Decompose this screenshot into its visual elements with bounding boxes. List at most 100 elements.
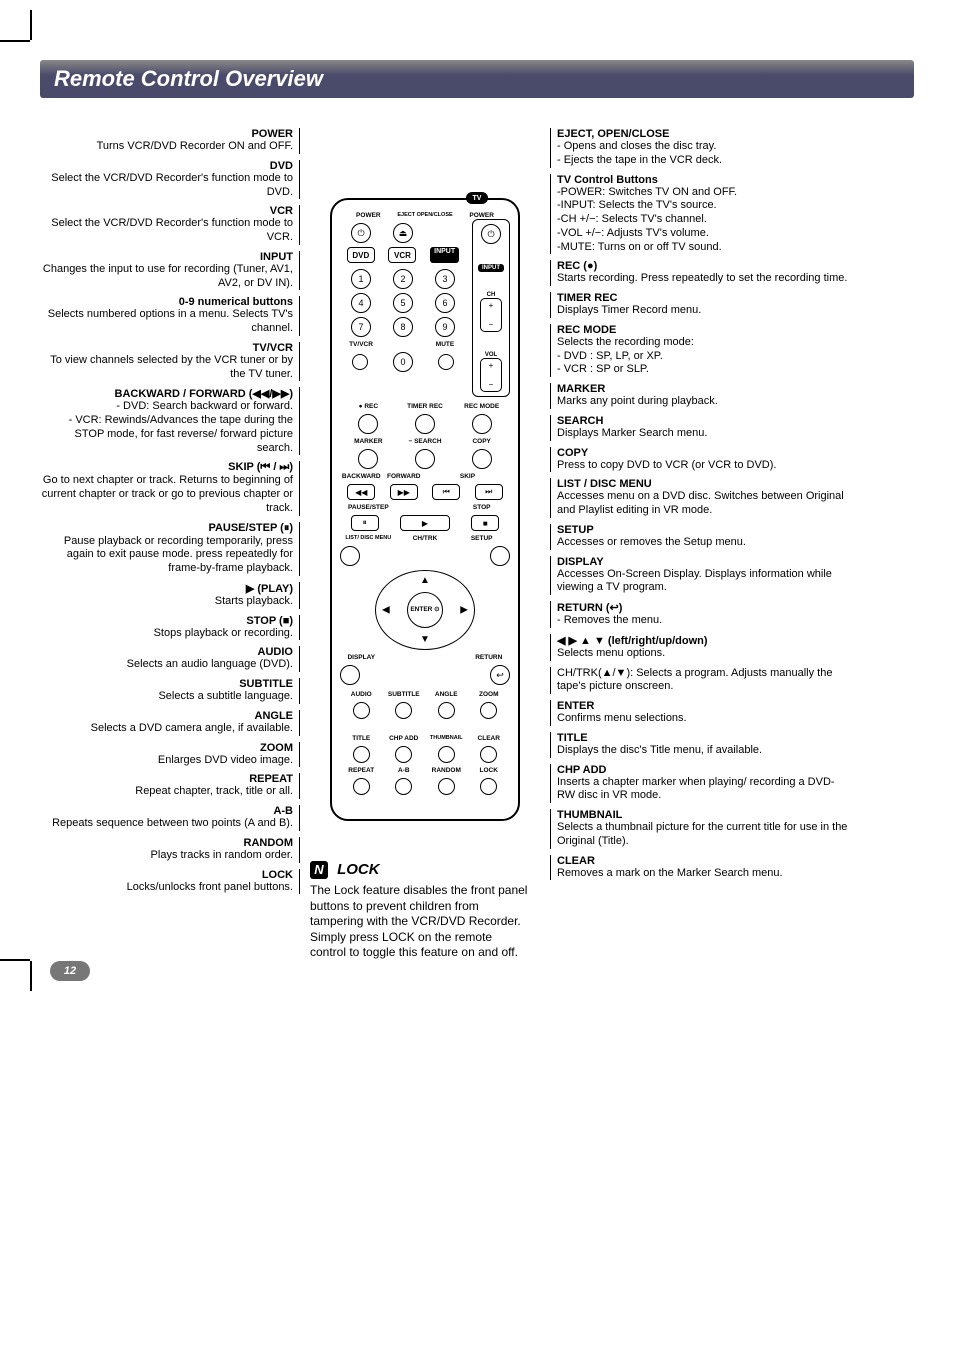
right-entry: REC (●)Starts recording. Press repeatedl… xyxy=(550,260,850,286)
right-entry: REC MODESelects the recording mode:- DVD… xyxy=(550,324,850,377)
entry-heading: SUBTITLE xyxy=(40,678,293,690)
angle-button xyxy=(438,702,455,719)
entry-heading: REPEAT xyxy=(40,773,293,785)
lock-button xyxy=(480,778,497,795)
entry-heading: VCR xyxy=(40,205,293,217)
label: SUBTITLE xyxy=(383,691,426,698)
right-entry: COPYPress to copy DVD to VCR (or VCR to … xyxy=(550,447,850,473)
right-entry: THUMBNAILSelects a thumbnail picture for… xyxy=(550,809,850,849)
right-entry: SETUPAccesses or removes the Setup menu. xyxy=(550,524,850,550)
tv-control-frame: ⏻ INPUT CH +− VOL +− xyxy=(472,219,510,397)
entry-heading: LOCK xyxy=(40,869,293,881)
entry-heading: COPY xyxy=(557,447,850,459)
entry-heading: POWER xyxy=(40,128,293,140)
eject-button: ⏏ xyxy=(393,223,413,243)
left-entry: REPEATRepeat chapter, track, title or al… xyxy=(40,773,300,799)
label: EJECT OPEN/CLOSE xyxy=(397,212,454,219)
label: TITLE xyxy=(340,735,383,742)
num-7: 7 xyxy=(351,317,371,337)
label: COPY xyxy=(453,438,510,445)
crop-mark xyxy=(30,961,32,991)
entry-desc: CH/TRK(▲/▼): Selects a program. Adjusts … xyxy=(557,667,850,695)
left-entry: BACKWARD / FORWARD (◀◀/▶▶)- DVD: Search … xyxy=(40,387,300,455)
num-8: 8 xyxy=(393,317,413,337)
label: REC MODE xyxy=(453,403,510,410)
enter-button: ENTER ⊙ xyxy=(407,592,443,628)
random-button xyxy=(438,778,455,795)
forward-button: ▶▶ xyxy=(390,484,418,500)
entry-desc: Selects a DVD camera angle, if available… xyxy=(40,722,293,736)
mute-button xyxy=(438,354,454,370)
right-entry: CH/TRK(▲/▼): Selects a program. Adjusts … xyxy=(550,667,850,695)
center-column: TV POWER EJECT OPEN/CLOSE POWER ⏻ ⏏ DVD … xyxy=(310,118,540,961)
entry-desc: Displays Timer Record menu. xyxy=(557,304,850,318)
entry-desc: -POWER: Switches TV ON and OFF.-INPUT: S… xyxy=(557,186,850,255)
left-entry: POWERTurns VCR/DVD Recorder ON and OFF. xyxy=(40,128,300,154)
right-entry: TITLEDisplays the disc's Title menu, if … xyxy=(550,732,850,758)
entry-desc: Starts recording. Press repeatedly to se… xyxy=(557,272,850,286)
clear-button xyxy=(480,746,497,763)
entry-desc: Repeat chapter, track, title or all. xyxy=(40,785,293,799)
label: ZOOM xyxy=(468,691,511,698)
left-arrow-icon: ◀ xyxy=(382,605,390,616)
entry-heading: LIST / DISC MENU xyxy=(557,478,850,490)
entry-heading: STOP (■) xyxy=(40,615,293,627)
num-5: 5 xyxy=(393,293,413,313)
left-entry: 0-9 numerical buttonsSelects numbered op… xyxy=(40,296,300,336)
marker-button xyxy=(358,449,378,469)
label: MARKER xyxy=(340,438,397,445)
entry-heading: PAUSE/STEP (⏸) xyxy=(40,522,293,535)
entry-heading: 0-9 numerical buttons xyxy=(40,296,293,308)
entry-heading: ▶ (PLAY) xyxy=(40,582,293,595)
entry-desc: Selects the recording mode:- DVD : SP, L… xyxy=(557,336,850,377)
entry-heading: AUDIO xyxy=(40,646,293,658)
label: DISPLAY xyxy=(340,654,383,661)
label: TIMER REC xyxy=(397,403,454,410)
crop-mark xyxy=(0,40,30,42)
entry-desc: Selects an audio language (DVD). xyxy=(40,658,293,672)
entry-heading: MARKER xyxy=(557,383,850,395)
label: − SEARCH xyxy=(397,438,454,445)
entry-desc: Select the VCR/DVD Recorder's function m… xyxy=(40,217,293,245)
entry-desc: Select the VCR/DVD Recorder's function m… xyxy=(40,172,293,200)
entry-desc: To view channels selected by the VCR tun… xyxy=(40,354,293,382)
num-9: 9 xyxy=(435,317,455,337)
subtitle-button xyxy=(395,702,412,719)
label: MUTE xyxy=(424,341,466,348)
lock-note-body: The Lock feature disables the front pane… xyxy=(310,883,530,961)
label: RANDOM xyxy=(425,767,468,774)
entry-desc: Stops playback or recording. xyxy=(40,627,293,641)
num-2: 2 xyxy=(393,269,413,289)
display-button xyxy=(340,665,360,685)
entry-heading: CHP ADD xyxy=(557,764,850,776)
up-arrow-icon: ▲ xyxy=(420,575,430,586)
tv-power-button: ⏻ xyxy=(481,224,501,244)
tvvr-button xyxy=(352,354,368,370)
entry-desc: Removes a mark on the Marker Search menu… xyxy=(557,867,850,881)
label: POWER xyxy=(340,212,397,219)
entry-heading: TITLE xyxy=(557,732,850,744)
entry-heading: BACKWARD / FORWARD (◀◀/▶▶) xyxy=(40,387,293,400)
entry-desc: - Removes the menu. xyxy=(557,614,850,628)
entry-desc: Confirms menu selections. xyxy=(557,712,850,726)
right-entry: ENTERConfirms menu selections. xyxy=(550,700,850,726)
crop-mark xyxy=(0,959,30,961)
left-entry: VCRSelect the VCR/DVD Recorder's functio… xyxy=(40,205,300,245)
note-icon: N xyxy=(310,861,328,879)
entry-desc: Selects a subtitle language. xyxy=(40,690,293,704)
right-entry: CLEARRemoves a mark on the Marker Search… xyxy=(550,855,850,881)
label: CH/TRK xyxy=(397,535,454,542)
play-button: ▶ xyxy=(400,515,450,531)
dpad: ENTER ⊙ ▲ ▼ ◀ ▶ xyxy=(375,570,475,650)
entry-desc: Locks/unlocks front panel buttons. xyxy=(40,881,293,895)
right-entry: CHP ADDInserts a chapter marker when pla… xyxy=(550,764,850,804)
dvd-mode-button: DVD xyxy=(347,247,375,263)
title-button xyxy=(353,746,370,763)
label: REPEAT xyxy=(340,767,383,774)
entry-desc: Repeats sequence between two points (A a… xyxy=(40,817,293,831)
audio-button xyxy=(353,702,370,719)
label: SKIP xyxy=(425,473,510,480)
entry-desc: Displays the disc's Title menu, if avail… xyxy=(557,744,850,758)
label: BACKWARD xyxy=(340,473,383,480)
label: SETUP xyxy=(453,535,510,542)
